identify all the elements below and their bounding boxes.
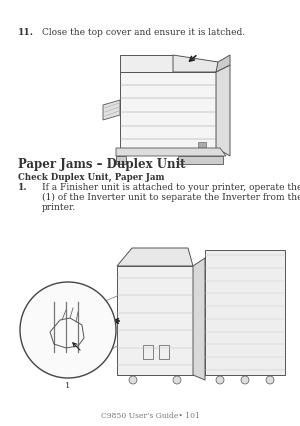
Polygon shape — [117, 248, 193, 266]
Polygon shape — [117, 266, 193, 375]
Bar — [143, 345, 153, 359]
Text: Paper Jams – Duplex Unit: Paper Jams – Duplex Unit — [18, 158, 185, 171]
Polygon shape — [216, 55, 230, 72]
Polygon shape — [193, 258, 205, 380]
Polygon shape — [178, 156, 223, 164]
Text: 1: 1 — [65, 382, 71, 390]
Polygon shape — [103, 100, 120, 120]
Polygon shape — [173, 55, 218, 72]
Text: printer.: printer. — [42, 203, 76, 212]
Bar — [198, 142, 206, 147]
Polygon shape — [116, 156, 126, 164]
Circle shape — [266, 376, 274, 384]
Text: 11.: 11. — [18, 28, 34, 37]
Text: (1) of the Inverter unit to separate the Inverter from the: (1) of the Inverter unit to separate the… — [42, 193, 300, 202]
Text: If a Finisher unit is attached to your printer, operate the lever: If a Finisher unit is attached to your p… — [42, 183, 300, 192]
Circle shape — [20, 282, 116, 378]
Text: 1.: 1. — [18, 183, 28, 192]
Circle shape — [173, 376, 181, 384]
Text: C9850 User’s Guide• 101: C9850 User’s Guide• 101 — [100, 412, 200, 420]
Text: Check Duplex Unit, Paper Jam: Check Duplex Unit, Paper Jam — [18, 173, 164, 182]
Polygon shape — [120, 55, 173, 72]
Polygon shape — [205, 250, 285, 375]
Polygon shape — [120, 72, 216, 148]
Text: Close the top cover and ensure it is latched.: Close the top cover and ensure it is lat… — [42, 28, 245, 37]
Circle shape — [129, 376, 137, 384]
Polygon shape — [116, 148, 226, 156]
Circle shape — [216, 376, 224, 384]
Bar — [159, 345, 169, 359]
Circle shape — [241, 376, 249, 384]
Polygon shape — [216, 65, 230, 156]
